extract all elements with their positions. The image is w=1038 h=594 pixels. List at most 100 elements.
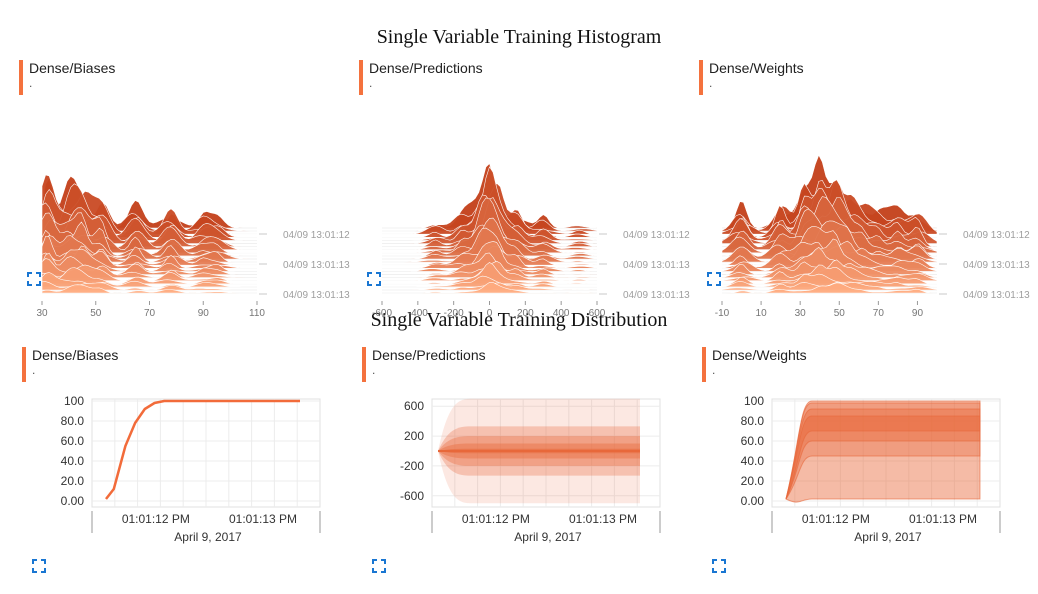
histogram-ridge [721,238,938,272]
x-axis-label: April 9, 2017 [854,530,922,544]
histogram-card-biases: Dense/Biases . 30 50 70 90 110 04/09 13:01:12… [19,60,350,319]
y-tick-label: 40.0 [741,454,765,468]
histogram-chart: 30 50 70 90 110 04/09 13:01:12 04/09 13:01:13 0… [36,174,350,319]
y-tick-label: 20.0 [741,474,765,488]
histogram-chart: -600 -400 -200 0 200 400 600 04/09 13:01:12 04/0… [372,162,690,319]
x-tick-label: 10 [756,308,768,319]
fullscreen-icon[interactable] [712,559,726,573]
card-title: Dense/Weights [709,60,804,76]
card-title: Dense/Predictions [372,347,486,363]
y-tick-label: 20.0 [61,474,85,488]
x-tick-label: 400 [553,308,570,319]
x-tick-label: 70 [873,308,885,319]
x-tick-label: 01:01:13 PM [909,512,977,526]
histogram-ridge [41,267,257,285]
histogram-ridge [41,284,257,294]
histogram-ridge [721,273,938,288]
card-subtitle: . [709,76,713,90]
y-tick-label: 80.0 [61,414,85,428]
step-label: 04/09 13:01:12 [623,230,690,241]
x-axis-label: April 9, 2017 [514,530,582,544]
step-label: 04/09 13:01:13 [283,260,350,271]
x-tick-label: -200 [444,308,464,319]
card-subtitle: . [712,363,716,377]
distribution-band [785,415,981,500]
distribution-card-predictions: Dense/Predictions . 600 200 -200 -600 01:01:… [362,347,682,587]
x-axis-label: April 9, 2017 [174,530,242,544]
x-tick-label: 600 [589,308,606,319]
x-tick-label: 0 [487,308,493,319]
histogram-ridge [722,264,937,285]
card-subtitle: . [372,363,376,377]
y-tick-label: 60.0 [61,434,85,448]
distribution-chart: 100 80.0 60.0 40.0 20.0 0.00 01:01:12 PM 01:01:… [741,394,1001,544]
x-tick-label: 01:01:12 PM [802,512,870,526]
x-tick-label: 30 [795,308,807,319]
card-accent [702,347,706,382]
card-accent [699,60,703,95]
histogram-card-weights: Dense/Weights . -10 10 30 50 70 90 04/09 13:01… [699,60,1030,319]
x-tick-label: 70 [144,308,156,319]
y-tick-label: 100 [64,394,84,408]
card-title: Dense/Predictions [369,60,483,76]
card-title: Dense/Biases [32,347,119,363]
histogram-ridge [721,246,937,275]
fullscreen-icon[interactable] [27,272,41,286]
histogram-ridge [41,221,257,260]
step-label: 04/09 13:01:13 [623,260,690,271]
x-tick-label: 01:01:12 PM [122,512,190,526]
series-line [105,399,300,500]
histogram-card-predictions: Dense/Predictions . -600 -400 -200 0 200 400 6… [359,60,690,319]
card-subtitle: . [29,76,33,90]
y-tick-label: -200 [400,459,424,473]
x-tick-label: 30 [36,308,48,319]
x-tick-label: -600 [372,308,392,319]
card-subtitle: . [32,363,36,377]
fullscreen-icon[interactable] [32,559,46,573]
histogram-ridge [41,272,257,288]
distribution-card-weights: Dense/Weights . 100 80.0 60.0 40.0 20.0 0.00 0… [702,347,1022,587]
step-label: 04/09 13:01:13 [623,290,690,301]
y-tick-label: 40.0 [61,454,85,468]
x-tick-label: 90 [912,308,924,319]
distribution-chart: 100 80.0 60.0 40.0 20.0 0.00 01:01:12 PM 01:01:… [61,394,321,544]
y-tick-label: 60.0 [741,434,765,448]
x-tick-label: 01:01:13 PM [229,512,297,526]
y-tick-label: 600 [404,399,424,413]
card-title: Dense/Weights [712,347,807,363]
histogram-chart: -10 10 30 50 70 90 04/09 13:01:12 04/09 13:01:1… [715,154,1030,319]
fullscreen-icon[interactable] [707,272,721,286]
card-accent [22,347,26,382]
card-subtitle: . [369,76,373,90]
x-tick-label: -10 [715,308,730,319]
histogram-ridge [382,275,598,288]
x-tick-label: -400 [408,308,428,319]
histogram-ridge [382,282,598,294]
card-title: Dense/Biases [29,60,116,76]
distribution-band [785,402,981,500]
y-tick-label: 0.00 [741,494,765,508]
y-tick-label: 80.0 [741,414,765,428]
histogram-ridge [41,248,257,272]
step-label: 04/09 13:01:12 [283,230,350,241]
histogram-ridge [41,252,257,275]
step-label: 04/09 13:01:13 [963,260,1030,271]
x-tick-label: 01:01:12 PM [462,512,530,526]
x-tick-label: 01:01:13 PM [569,512,637,526]
y-tick-label: 0.00 [61,494,85,508]
y-tick-label: 100 [744,394,764,408]
step-label: 04/09 13:01:13 [283,290,350,301]
histogram-section-title: Single Variable Training Histogram [376,26,662,48]
fullscreen-icon[interactable] [372,559,386,573]
step-label: 04/09 13:01:12 [963,230,1030,241]
card-accent [362,347,366,382]
step-label: 04/09 13:01:13 [963,290,1030,301]
x-tick-label: 110 [249,308,265,319]
card-accent [19,60,23,95]
y-tick-label: 200 [404,429,424,443]
fullscreen-icon[interactable] [367,272,381,286]
histogram-ridge [382,262,598,285]
y-tick-label: -600 [400,489,424,503]
x-tick-label: 90 [198,308,210,319]
card-accent [359,60,363,95]
